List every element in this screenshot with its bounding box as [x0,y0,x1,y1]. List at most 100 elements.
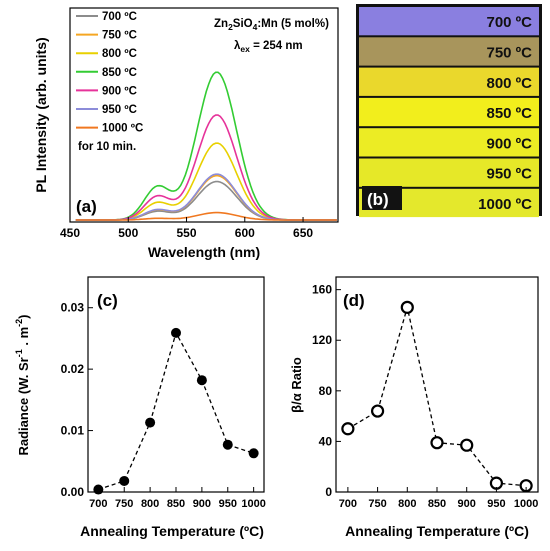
panel-c-y-tick-label-0: 0.00 [61,485,85,499]
panel-d-y-tick-label-2: 80 [319,384,333,398]
panel-c-y-tick-label-3: 0.03 [61,301,85,315]
panel-b-label-bg [362,186,402,210]
panel-d-y-tick-label-3: 120 [312,333,332,347]
panel-a-frame [69,7,339,223]
formula-part-2: SiO [233,18,253,30]
panel-d-point-1 [370,404,385,418]
panel-a-label: (a) [76,197,97,216]
panel-c-y-tick-label-1: 0.01 [61,424,85,438]
panel-d-beta-alpha: 0 40 80 120 160 700 750 800 850 900 950 1000 (d) A… [289,276,539,539]
panel-a-curves [75,71,337,221]
panel-c-x-tick-label-1: 750 [115,498,133,510]
photo-strip-label-2: 800 ºC [486,75,532,92]
panel-d-point-3 [430,436,444,450]
panel-a-x-tick-label-4: 650 [293,226,313,240]
panel-d-frame [335,276,539,493]
panel-c-x-label: Annealing Temperature (ºC) [80,523,264,539]
panel-d-y-tick-label-4: 160 [312,283,332,297]
panel-c-radiance: 0.000.010.020.03 700 750 800 850 900 950 1000 … [14,276,266,539]
photo-strip-0 [359,7,539,36]
formula-part-3: 4 [253,22,258,32]
formula-part-4: :Mn (5 mol%) [257,18,329,30]
panel-c-point-1 [119,475,130,486]
panel-a-legend-note: for 10 min. [78,141,136,153]
panel-c-y-ticks: 0.00 0.01 0.02 0.03 [61,301,93,499]
panel-a-x-ticks: 450 500 550 600 650 [60,217,313,240]
panel-c-y-label: Radiance (W. Sr-1 . m-2) [14,314,31,455]
panel-b-photographs: 700 ºC 750 ºC 800 ºC 850 ºC 900 ºC 950 ºC 1000… [356,4,542,218]
photo-strip-3 [359,97,539,127]
panel-a-legend: 700 ºC 750 ºC 800 ºC 850 ºC 900 ºC 950 ºC 1000… [76,11,143,135]
panel-b-label: (b) [367,190,389,209]
photo-strip-label-6: 1000 ºC [478,196,532,213]
panel-d-x-tick-label-4: 900 [458,498,476,510]
panel-c-x-tick-label-2: 800 [141,498,159,510]
panel-c-point-5 [222,439,233,450]
legend-label-0: 700 ºC [102,11,137,23]
panel-d-label: (d) [343,291,365,310]
photo-strip-2 [359,67,539,96]
spectrum-curve-6 [75,211,337,221]
panel-d-dashed-line [347,307,527,487]
panel-d-y-label: β/α Ratio [289,357,304,413]
panel-d-y-ticks: 0 40 80 120 160 [312,283,341,499]
legend-label-3: 850 ºC [102,67,137,79]
excitation-part-2: = 254 nm [250,40,303,52]
panel-c-x-tick-label-4: 900 [193,498,211,510]
photo-strip-label-3: 850 ºC [486,105,532,122]
panel-c-x-tick-label-6: 1000 [241,498,265,510]
panel-d-x-label: Annealing Temperature (ºC) [345,523,529,539]
panel-c-x-tick-label-3: 850 [167,498,185,510]
panel-c-point-2 [145,417,156,428]
panel-a-x-tick-label-0: 450 [60,226,80,240]
panel-d-point-5 [489,476,504,490]
panel-c-point-6 [248,448,259,459]
photo-strip-label-1: 750 ºC [486,44,532,61]
panel-d-points [341,300,533,493]
panel-c-x-tick-label-5: 950 [219,498,237,510]
photo-strip-1 [359,37,539,66]
panel-a-x-tick-label-2: 550 [177,226,197,240]
panel-c-x-tick-label-0: 700 [89,498,107,510]
photo-strip-5 [359,158,539,187]
legend-label-4: 900 ºC [102,85,137,97]
panel-d-x-tick-label-0: 700 [339,498,357,510]
panel-d-point-0 [341,422,355,436]
panel-c-x-ticks: 700 750 800 850 900 950 1000 [89,487,266,510]
photo-strip-4 [359,128,539,157]
panel-a-y-label: PL Intensity (arb. units) [33,37,49,192]
panel-d-x-tick-label-6: 1000 [514,498,538,510]
panel-d-x-tick-label-5: 950 [487,498,505,510]
legend-label-1: 750 ºC [102,30,137,42]
photo-strip-label-4: 900 ºC [486,135,532,152]
photo-strip-label-0: 700 ºC [486,14,532,31]
panel-d-y-tick-label-1: 40 [319,434,333,448]
panel-b-strips: 700 ºC 750 ºC 800 ºC 850 ºC 900 ºC 950 ºC 1000… [359,7,539,218]
legend-label-2: 800 ºC [102,48,137,60]
panel-c-y-tick-label-2: 0.02 [61,362,85,376]
panel-a-formula: Zn2SiO4:Mn (5 mol%) [214,18,329,32]
formula-part-0: Zn [214,18,228,30]
panel-d-x-tick-label-2: 800 [398,498,416,510]
panel-d-point-2 [400,300,414,314]
excitation-part-1: ex [240,44,250,54]
panel-d-y-tick-label-0: 0 [325,485,332,499]
panel-a-excitation: λex = 254 nm [234,40,303,54]
excitation-part-0: λ [234,40,241,52]
legend-label-5: 950 ºC [102,104,137,116]
panel-a-x-tick-label-3: 600 [235,226,255,240]
panel-d-x-tick-label-1: 750 [368,498,386,510]
panel-c-point-4 [196,375,207,386]
legend-label-6: 1000 ºC [102,123,143,135]
panel-a-pl-spectra: 450 500 550 600 650 700 ºC 750 ºC 800 ºC 850 ºC… [33,7,339,260]
panel-d-x-tick-label-3: 850 [428,498,446,510]
panel-c-point-3 [171,327,181,338]
panel-c-label: (c) [97,291,118,310]
panel-d-point-4 [460,438,474,452]
photo-strip-label-5: 950 ºC [486,166,532,183]
panel-c-points [93,327,259,495]
panel-a-x-tick-label-1: 500 [118,226,138,240]
panel-c-dashed-line [98,331,254,491]
panel-d-x-ticks: 700 750 800 850 900 950 1000 [339,487,538,510]
